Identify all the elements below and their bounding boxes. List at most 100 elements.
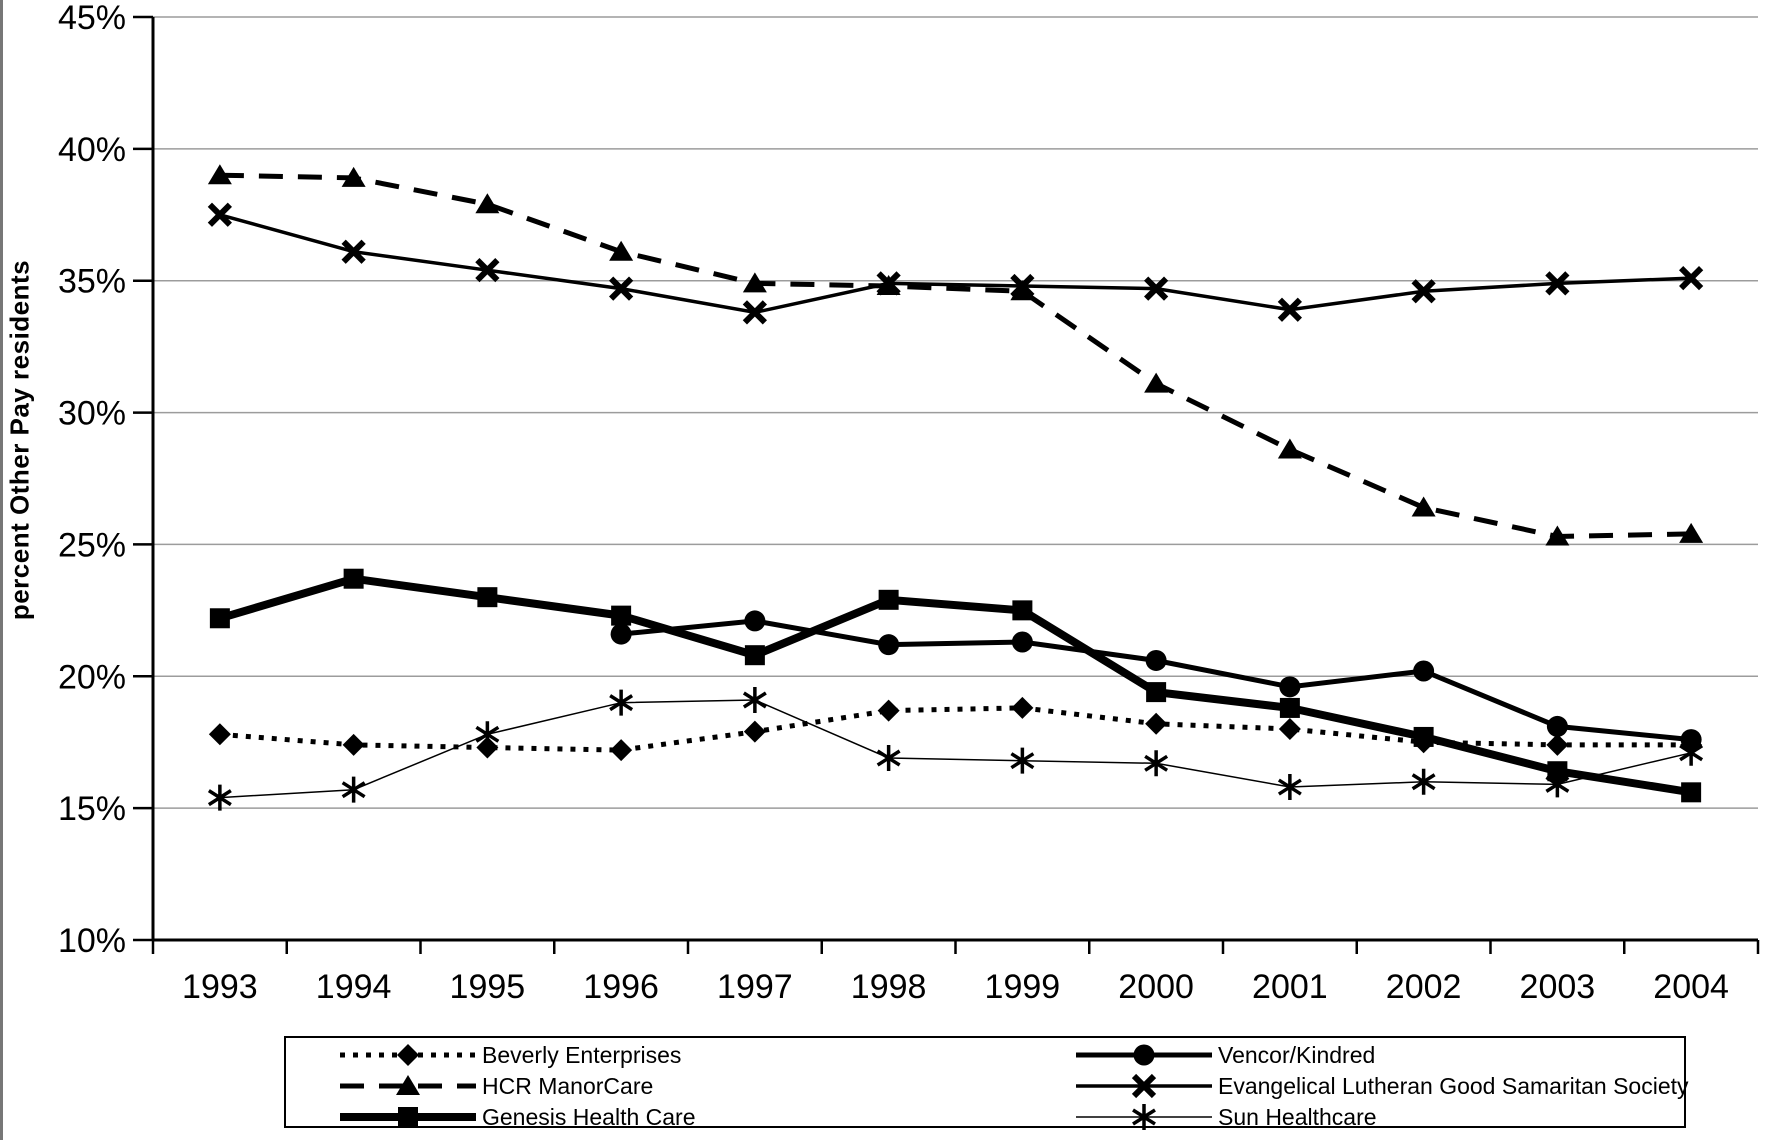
genesis-health-care-legend-marker	[398, 1107, 418, 1127]
evangelical-lutheran-good-samaritan-society-marker	[1277, 297, 1303, 322]
y-axis-title: percent Other Pay residents	[4, 259, 35, 621]
hcr-manorcare-marker	[207, 164, 232, 185]
evangelical-lutheran-good-samaritan-society-marker	[1411, 279, 1436, 304]
beverly-enterprises-marker	[610, 739, 633, 762]
x-tick-label: 1994	[316, 968, 392, 1006]
hcr-manorcare-marker	[742, 272, 767, 293]
sun-healthcare-marker	[1411, 768, 1436, 795]
genesis-health-care-marker	[477, 587, 498, 608]
beverly-enterprises-marker	[743, 720, 766, 743]
evangelical-lutheran-good-samaritan-society-marker	[1545, 271, 1570, 296]
y-tick-label: 35%	[58, 263, 126, 301]
genesis-health-care-marker	[1279, 697, 1300, 718]
legend-sample-asterisk-thin-line	[1076, 1104, 1212, 1130]
legend-label: Sun Healthcare	[1218, 1103, 1377, 1130]
y-tick-label: 20%	[58, 658, 126, 696]
x-tick-label: 1996	[583, 968, 659, 1006]
sun-healthcare-marker	[876, 745, 901, 772]
hcr-manorcare-marker	[341, 166, 366, 187]
hcr-manorcare-marker	[609, 240, 634, 261]
legend-item-hcr-manorcare: HCR ManorCare	[338, 1072, 653, 1100]
legend-item-sun-healthcare: Sun Healthcare	[1074, 1103, 1377, 1131]
beverly-enterprises-marker	[342, 733, 365, 756]
genesis-health-care-line	[218, 574, 1692, 797]
genesis-health-care-marker	[209, 608, 230, 629]
evangelical-lutheran-good-samaritan-society-marker	[1010, 273, 1035, 299]
x-tick-label: 1997	[717, 968, 793, 1006]
legend-item-vencor-kindred: Vencor/Kindred	[1074, 1041, 1375, 1069]
sun-healthcare-marker	[1144, 750, 1169, 777]
legend-box: Beverly Enterprises HCR ManorCare Genesi…	[284, 1036, 1689, 1131]
sun-healthcare-marker	[1679, 739, 1704, 766]
hcr-manorcare-marker	[1277, 438, 1302, 459]
genesis-health-care-marker	[1681, 782, 1702, 803]
vencor-kindred-marker	[1279, 676, 1301, 698]
legend-sample-square-thick-line	[340, 1107, 476, 1127]
x-tick-label: 2001	[1252, 968, 1328, 1006]
sun-healthcare-marker	[1010, 747, 1035, 774]
hcr-manorcare-marker	[1545, 525, 1570, 546]
evangelical-lutheran-good-samaritan-society-legend-marker	[1131, 1073, 1157, 1099]
vencor-kindred-marker	[1680, 729, 1702, 751]
genesis-health-care-marker	[1012, 600, 1033, 621]
evangelical-lutheran-good-samaritan-society-marker	[742, 300, 767, 325]
beverly-enterprises-marker	[1278, 718, 1301, 741]
vencor-kindred-marker	[744, 610, 766, 632]
evangelical-lutheran-good-samaritan-society-marker	[876, 271, 901, 296]
sun-healthcare-marker	[1277, 774, 1302, 801]
evangelical-lutheran-good-samaritan-society-line	[219, 213, 1692, 315]
sun-healthcare-marker	[475, 721, 500, 748]
x-tick-label: 1999	[985, 968, 1061, 1006]
legend-sample-diamond-dotted-line	[340, 1044, 476, 1066]
legend-item-genesis-health-care: Genesis Health Care	[338, 1103, 696, 1131]
vencor-kindred-legend-marker	[1133, 1044, 1155, 1066]
x-tick-label: 2000	[1118, 968, 1194, 1006]
scan-edge-artifact	[0, 0, 3, 1140]
legend-sample-triangle-dashed-line	[340, 1075, 476, 1095]
legend-label: Beverly Enterprises	[482, 1041, 682, 1068]
genesis-health-care-marker	[1547, 761, 1568, 782]
y-tick-label: 15%	[58, 790, 126, 828]
hcr-manorcare-marker	[1679, 522, 1704, 543]
x-tick-label: 2004	[1653, 968, 1729, 1006]
legend-label: HCR ManorCare	[482, 1072, 654, 1099]
sun-healthcare-marker	[207, 784, 232, 811]
beverly-enterprises-marker	[208, 723, 231, 746]
legend-item-beverly-enterprises: Beverly Enterprises	[338, 1041, 681, 1069]
sun-healthcare-marker	[742, 687, 767, 714]
vencor-kindred-marker	[1145, 649, 1167, 671]
sun-healthcare-line	[219, 699, 1692, 799]
evangelical-lutheran-good-samaritan-society-marker	[1679, 265, 1704, 291]
beverly-enterprises-line	[219, 705, 1692, 753]
hcr-manorcare-marker	[475, 193, 500, 214]
hcr-manorcare-legend-marker	[396, 1075, 420, 1095]
y-tick-label: 40%	[58, 131, 126, 169]
genesis-health-care-marker	[1146, 682, 1167, 703]
legend-sample-circle-solid-line	[1076, 1044, 1212, 1066]
sun-healthcare-legend-marker	[1132, 1104, 1156, 1130]
vencor-kindred-marker	[1011, 631, 1033, 653]
y-tick-label: 10%	[58, 922, 126, 960]
evangelical-lutheran-good-samaritan-society-marker	[1144, 276, 1169, 301]
evangelical-lutheran-good-samaritan-society-marker	[475, 258, 500, 283]
genesis-health-care-marker	[343, 568, 364, 589]
x-tick-label: 2002	[1386, 968, 1462, 1006]
x-tick-label: 2003	[1520, 968, 1596, 1006]
beverly-enterprises-marker	[1145, 712, 1168, 735]
x-tick-label: 1998	[851, 968, 927, 1006]
vencor-kindred-marker	[1546, 715, 1568, 737]
vencor-kindred-marker	[1413, 660, 1435, 682]
x-tick-label: 1995	[450, 968, 526, 1006]
legend-label: Genesis Health Care	[482, 1103, 696, 1130]
legend-label: Vencor/Kindred	[1218, 1041, 1376, 1068]
sun-healthcare-marker	[1545, 771, 1570, 798]
hcr-manorcare-line	[219, 172, 1692, 540]
y-tick-label: 25%	[58, 526, 126, 564]
evangelical-lutheran-good-samaritan-society-marker	[207, 202, 232, 227]
genesis-health-care-marker	[1413, 726, 1434, 747]
y-tick-label: 30%	[58, 395, 126, 433]
hcr-manorcare-marker	[1144, 372, 1169, 393]
genesis-health-care-marker	[744, 645, 765, 666]
sun-healthcare-marker	[341, 776, 366, 803]
